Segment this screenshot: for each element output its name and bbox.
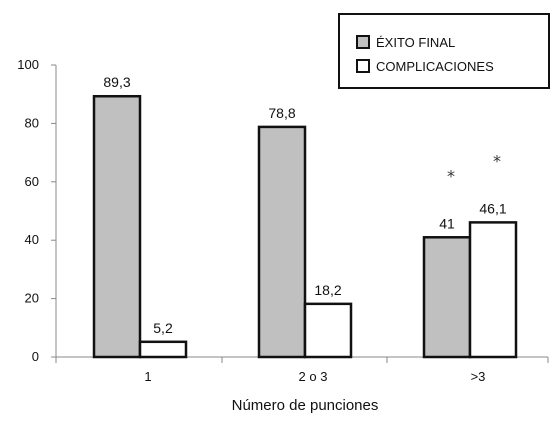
data-label-complicaciones-2: 46,1 (479, 200, 506, 216)
data-label-exito-final-0: 89,3 (103, 74, 130, 90)
significance-asterisk-1: * (493, 151, 501, 170)
legend-label-exito-final: ÉXITO FINAL (376, 35, 455, 50)
x-tick-label-2: >3 (471, 369, 486, 384)
y-tick-label-0: 0 (32, 349, 39, 364)
axes: 0 20 40 60 80 100 1 2 o 3 >3 (17, 57, 549, 384)
data-labels: 89,3 78,8 41 5,2 18,2 46,1 * * (103, 74, 506, 336)
x-axis-title: Número de punciones (232, 397, 379, 414)
legend-swatch-exito-final (356, 35, 370, 49)
significance-asterisk-0: * (447, 166, 455, 185)
bar-exito-final-2 (422, 236, 472, 359)
bar-complicaciones-1 (303, 302, 353, 359)
bar-complicaciones-0 (138, 340, 188, 359)
bars (92, 94, 518, 359)
y-tick-label-80: 80 (25, 115, 39, 130)
legend-label-complicaciones: COMPLICACIONES (376, 59, 494, 74)
y-tick-label-60: 60 (25, 174, 39, 189)
data-label-complicaciones-1: 18,2 (314, 282, 341, 298)
legend: ÉXITO FINAL COMPLICACIONES (338, 13, 550, 89)
x-tick-label-1: 2 o 3 (299, 369, 328, 384)
y-tick-label-40: 40 (25, 232, 39, 247)
y-tick-label-100: 100 (17, 57, 39, 72)
data-label-complicaciones-0: 5,2 (153, 320, 173, 336)
legend-box (338, 13, 550, 89)
bar-exito-final-1 (257, 125, 307, 359)
bar-complicaciones-2 (468, 221, 518, 359)
legend-swatch-complicaciones (356, 59, 370, 73)
y-tick-label-20: 20 (25, 291, 39, 306)
data-label-exito-final-1: 78,8 (268, 105, 295, 121)
bar-exito-final-0 (92, 94, 142, 359)
x-tick-label-0: 1 (144, 369, 151, 384)
data-label-exito-final-2: 41 (439, 215, 455, 231)
